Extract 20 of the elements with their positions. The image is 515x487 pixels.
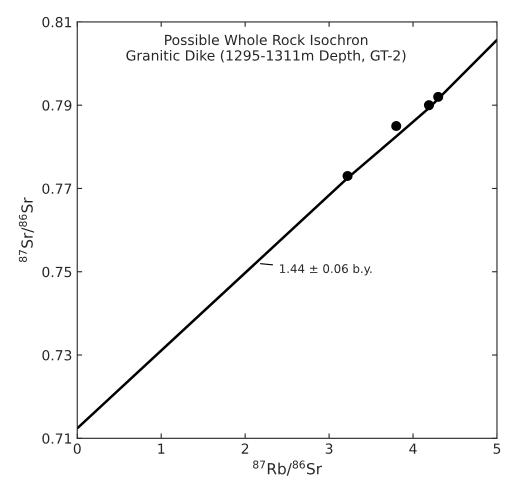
x-tick-label: 0 [74,443,81,454]
x-tick-label: 2 [242,443,248,454]
x-axis-title: $^{87}$Rb/$^{86}$Sr [253,460,322,476]
point [424,100,434,110]
y-axis-title: $^{87}$Sr/$^{86}$Sr [18,197,34,262]
x-tick-label: 3 [326,443,332,454]
y-tick-label: 0.81 [42,16,72,28]
point [342,170,353,182]
text: Possible Whole Rock Isochron Granitic Dike (1295-1311m Depth, GT-2) [126,34,406,64]
y-tick-label: 0.71 [42,433,72,444]
x-tick-label: 5 [494,444,500,454]
y-tick-label: 0.73 [42,350,72,360]
x-tick-label: 4 [409,444,417,454]
y-tick-label: 0.77 [42,183,72,194]
y-tick-label: 0.79 [42,100,72,111]
y-tick-label: 0.75 [42,266,72,278]
point [391,120,402,132]
x-tick-label: 1 [158,444,164,454]
annotation: 1.44 ± 0.06 b.y. [280,264,372,276]
point [433,92,444,102]
